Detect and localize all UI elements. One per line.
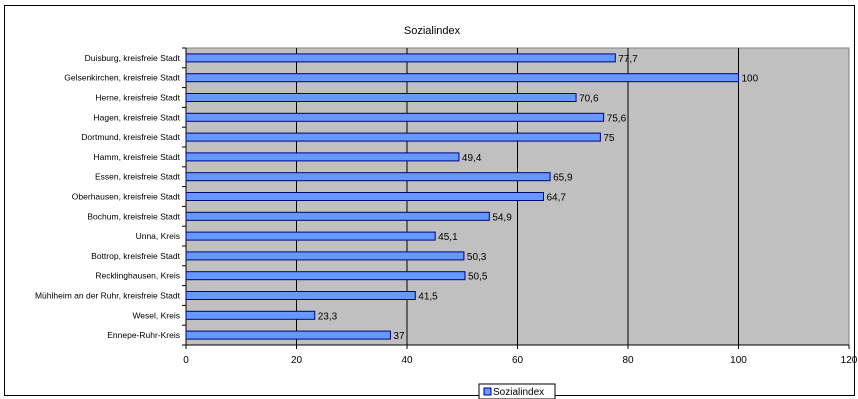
bar: [185, 93, 577, 102]
legend-label-sozialindex: Sozialindex: [493, 387, 544, 398]
legend-swatch: [483, 387, 492, 396]
bar: [185, 73, 739, 83]
category-label: Duisburg, kreisfreie Stadt: [85, 53, 181, 63]
bar: [185, 231, 436, 241]
category-label: Wesel, Kreis: [132, 310, 180, 320]
bar: [185, 271, 466, 281]
data-label: 100: [742, 74, 759, 85]
data-label: 75: [603, 133, 615, 144]
category-label: Unna, Kreis: [136, 231, 180, 241]
data-label: 64,7: [546, 193, 566, 204]
bar: [185, 132, 601, 142]
category-label: Hamm, kreisfreie Stadt: [94, 152, 181, 162]
category-label: Bochum, kreisfreie Stadt: [87, 211, 180, 221]
bar: [185, 291, 416, 300]
category-label: Essen, kreisfreie Stadt: [95, 172, 181, 182]
x-tick-label-100: 100: [730, 355, 747, 366]
bar: [185, 53, 616, 63]
data-label: 54,9: [492, 212, 512, 223]
x-tick-label-60: 60: [512, 355, 524, 366]
data-label: 41,5: [418, 292, 438, 303]
bar: [185, 310, 316, 320]
legend-box: [478, 383, 556, 399]
bar: [185, 251, 465, 261]
data-label: 65,9: [553, 173, 573, 184]
data-label: 75,6: [607, 113, 627, 124]
category-label: Recklinghausen, Kreis: [95, 271, 180, 281]
data-label: 23,3: [318, 311, 338, 322]
bar: [185, 192, 544, 201]
category-label: Herne, kreisfreie Stadt: [95, 93, 180, 103]
bar: [185, 211, 490, 221]
category-label: Hagen, kreisfreie Stadt: [94, 112, 181, 122]
category-label: Oberhausen, kreisfreie Stadt: [72, 192, 181, 202]
category-label: Dortmund, kreisfreie Stadt: [81, 132, 180, 142]
legend: Sozialindex: [478, 383, 556, 399]
data-label: 77,7: [618, 54, 638, 65]
x-tick-label-40: 40: [401, 355, 413, 366]
x-tick-label-20: 20: [291, 355, 303, 366]
plot-area: 0 20 40 60 80 100 120 Duisburg, kreisfreie Stad…: [35, 47, 858, 366]
data-label: 70,6: [579, 94, 599, 105]
bar: [185, 330, 391, 340]
data-label: 50,5: [468, 272, 488, 283]
data-label: 50,3: [467, 252, 487, 263]
category-label: Gelsenkirchen, kreisfreie Stadt: [64, 73, 180, 83]
category-label: Bottrop, kreisfreie Stadt: [91, 251, 180, 261]
bar: [185, 152, 460, 162]
bar: [185, 112, 605, 122]
x-tick-label-0: 0: [183, 355, 189, 366]
bar: [185, 172, 551, 182]
data-label: 49,4: [462, 153, 482, 164]
chart-title: Sozialindex: [404, 25, 461, 37]
x-tick-label-120: 120: [841, 355, 858, 366]
data-label: 45,1: [438, 232, 458, 243]
category-label: Ennepe-Ruhr-Kreis: [107, 330, 180, 340]
data-label: 37: [393, 331, 405, 342]
category-label: Mühlheim an der Ruhr, kreisfreie Stadt: [35, 291, 181, 301]
x-tick-label-80: 80: [622, 355, 634, 366]
